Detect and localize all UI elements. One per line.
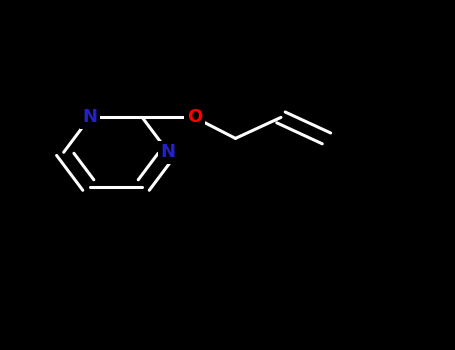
Text: N: N (161, 143, 176, 161)
Text: N: N (82, 108, 97, 126)
Text: O: O (187, 108, 202, 126)
